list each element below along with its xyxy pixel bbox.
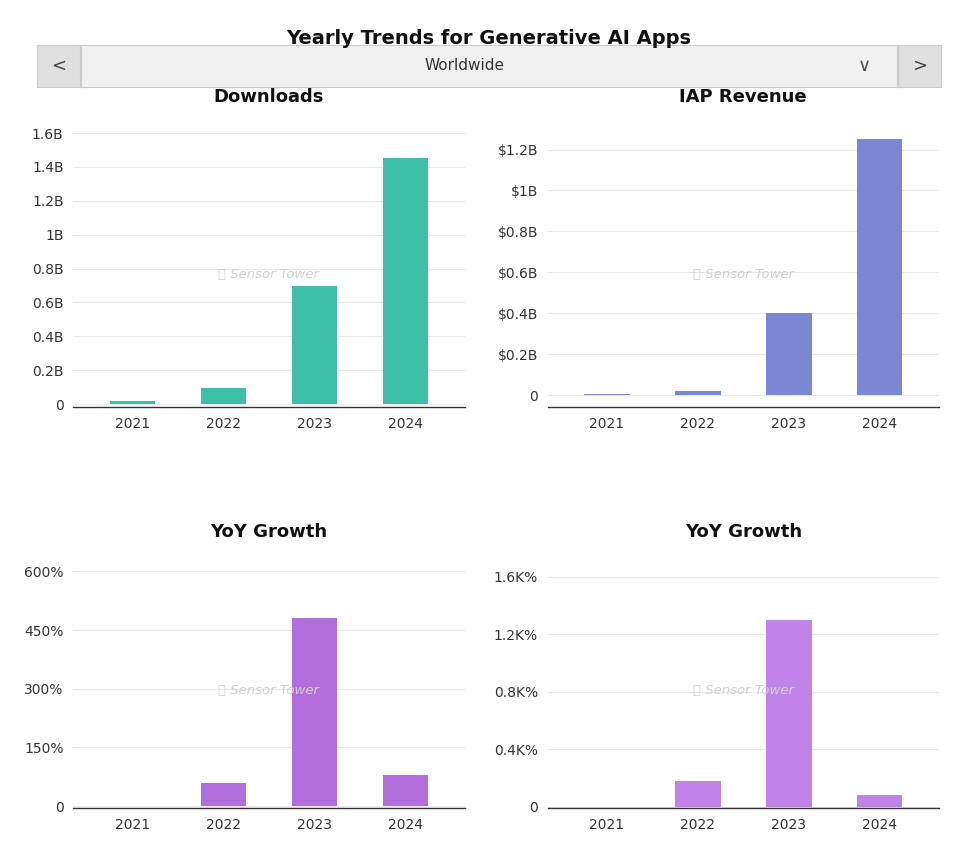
- Bar: [291, 618, 337, 806]
- Bar: [291, 285, 337, 404]
- Text: Ⓜ Sensor Tower: Ⓜ Sensor Tower: [692, 269, 793, 281]
- Text: Ⓜ Sensor Tower: Ⓜ Sensor Tower: [692, 685, 793, 697]
- Bar: [674, 781, 720, 806]
- Text: Yearly Trends for Generative AI Apps: Yearly Trends for Generative AI Apps: [286, 29, 691, 48]
- Bar: [856, 140, 902, 395]
- Text: <: <: [51, 57, 66, 75]
- Text: ∨: ∨: [857, 57, 870, 75]
- Bar: [583, 394, 629, 395]
- Title: YoY Growth: YoY Growth: [684, 523, 801, 541]
- Bar: [856, 795, 902, 806]
- Bar: [109, 401, 155, 404]
- Bar: [674, 391, 720, 395]
- Title: IAP Revenue: IAP Revenue: [679, 88, 806, 106]
- Bar: [382, 159, 428, 404]
- Bar: [765, 313, 811, 395]
- Title: YoY Growth: YoY Growth: [210, 523, 327, 541]
- Text: >: >: [911, 57, 926, 75]
- Bar: [382, 775, 428, 806]
- Text: Ⓜ Sensor Tower: Ⓜ Sensor Tower: [218, 685, 319, 697]
- Text: Worldwide: Worldwide: [424, 58, 504, 74]
- Title: Downloads: Downloads: [214, 88, 323, 106]
- Bar: [765, 620, 811, 806]
- Text: Ⓜ Sensor Tower: Ⓜ Sensor Tower: [218, 269, 319, 281]
- Bar: [200, 388, 246, 404]
- Bar: [200, 783, 246, 806]
